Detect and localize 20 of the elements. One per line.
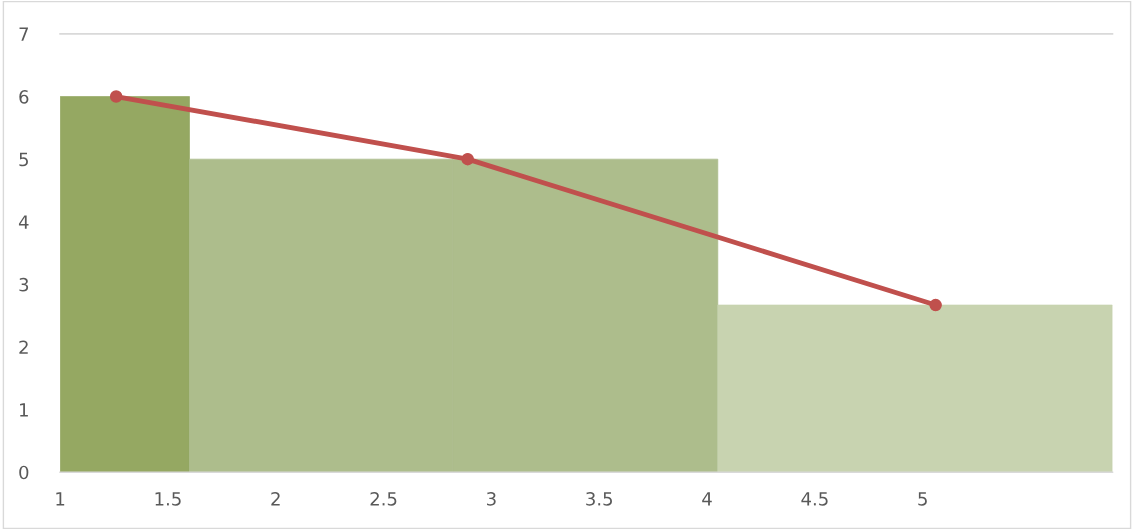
x-tick-label: 4: [702, 492, 712, 506]
y-tick-label: 7: [19, 27, 28, 41]
y-tick-label: 0: [19, 465, 29, 480]
x-tick-label: 3.5: [586, 491, 612, 506]
x-tick-label: 3: [487, 491, 496, 506]
y-tick-label: 1: [20, 403, 28, 417]
x-tick-label: 1: [56, 492, 65, 506]
point: [109, 90, 123, 103]
y-tick-label: 3: [19, 277, 29, 292]
y-tick-label: 6: [19, 89, 29, 104]
x-tick-label: 4.5: [801, 492, 828, 506]
x-tick-label: 5: [918, 492, 927, 506]
point: [461, 152, 474, 166]
x-tick-label: 1.5: [155, 492, 181, 506]
x-tick-label: 2: [271, 491, 280, 506]
y-tick-label: 2: [19, 340, 28, 354]
y-tick-label: 5: [19, 152, 28, 167]
y-tick-label: 4: [18, 215, 29, 229]
x-tick-label: 2.5: [370, 491, 397, 506]
point: [929, 298, 942, 312]
